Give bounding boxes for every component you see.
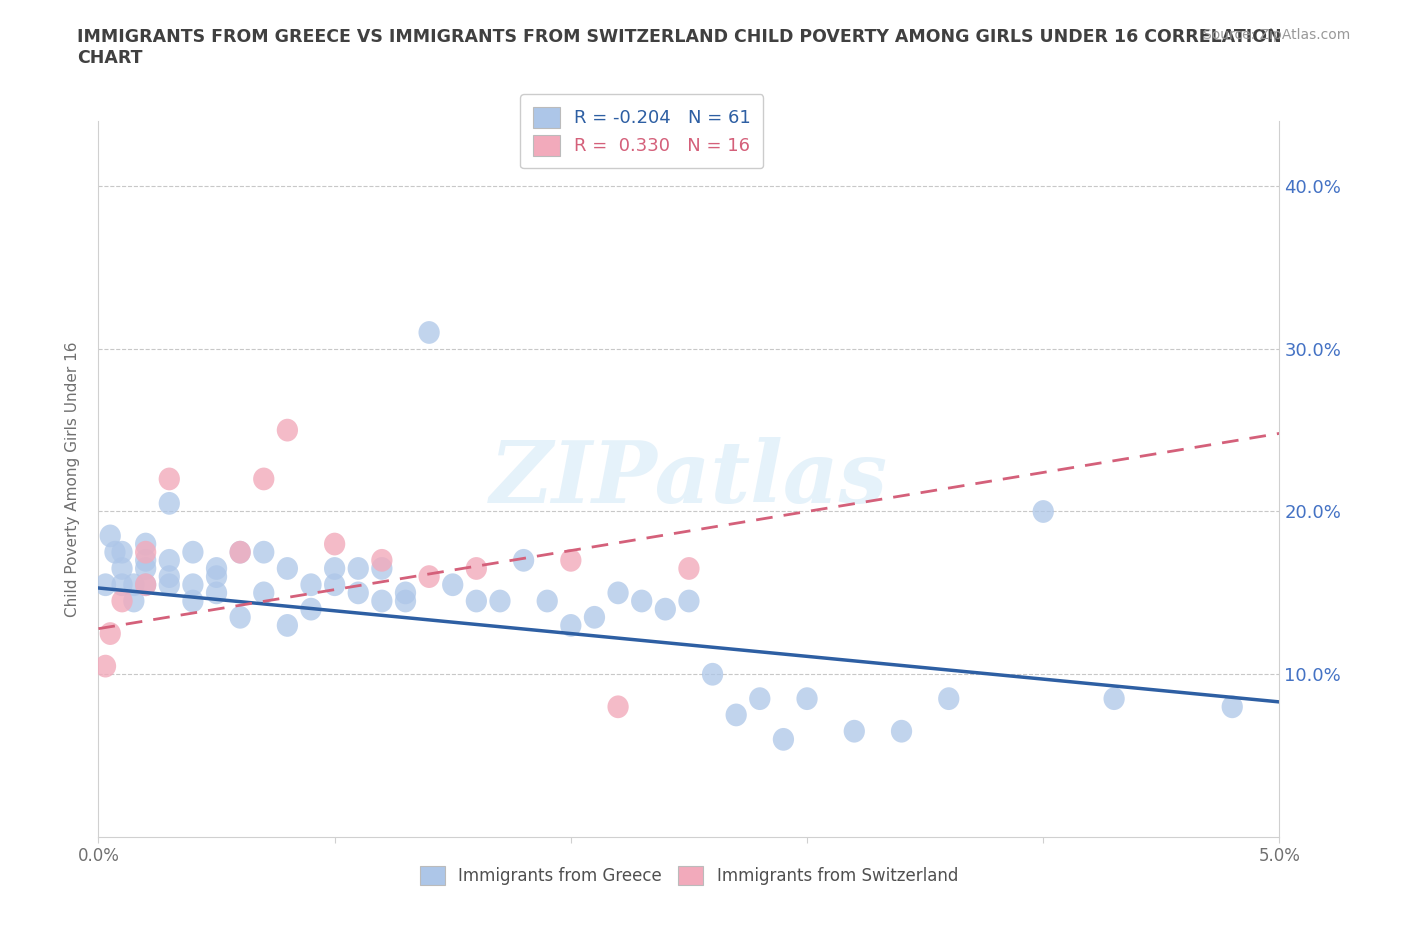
Ellipse shape (607, 581, 628, 604)
Ellipse shape (891, 720, 912, 743)
Ellipse shape (395, 590, 416, 613)
Ellipse shape (938, 687, 959, 711)
Ellipse shape (205, 557, 228, 580)
Ellipse shape (277, 614, 298, 637)
Ellipse shape (183, 541, 204, 564)
Ellipse shape (124, 590, 145, 613)
Ellipse shape (441, 573, 464, 596)
Ellipse shape (135, 549, 156, 572)
Ellipse shape (607, 696, 628, 718)
Ellipse shape (1032, 500, 1054, 523)
Legend: Immigrants from Greece, Immigrants from Switzerland: Immigrants from Greece, Immigrants from … (412, 857, 966, 893)
Ellipse shape (159, 573, 180, 596)
Ellipse shape (205, 565, 228, 588)
Ellipse shape (183, 573, 204, 596)
Ellipse shape (796, 687, 818, 711)
Ellipse shape (100, 622, 121, 645)
Ellipse shape (277, 557, 298, 580)
Ellipse shape (111, 557, 132, 580)
Ellipse shape (537, 590, 558, 613)
Ellipse shape (301, 573, 322, 596)
Ellipse shape (371, 590, 392, 613)
Ellipse shape (124, 573, 145, 596)
Ellipse shape (1222, 696, 1243, 718)
Ellipse shape (183, 590, 204, 613)
Ellipse shape (844, 720, 865, 743)
Ellipse shape (347, 557, 368, 580)
Ellipse shape (489, 590, 510, 613)
Text: IMMIGRANTS FROM GREECE VS IMMIGRANTS FROM SWITZERLAND CHILD POVERTY AMONG GIRLS : IMMIGRANTS FROM GREECE VS IMMIGRANTS FRO… (77, 28, 1282, 67)
Ellipse shape (560, 549, 582, 572)
Ellipse shape (253, 581, 274, 604)
Ellipse shape (111, 573, 132, 596)
Ellipse shape (631, 590, 652, 613)
Ellipse shape (94, 573, 117, 596)
Ellipse shape (323, 573, 346, 596)
Ellipse shape (513, 549, 534, 572)
Ellipse shape (159, 492, 180, 515)
Ellipse shape (253, 541, 274, 564)
Ellipse shape (159, 565, 180, 588)
Ellipse shape (253, 468, 274, 490)
Ellipse shape (560, 614, 582, 637)
Ellipse shape (135, 533, 156, 555)
Ellipse shape (347, 581, 368, 604)
Ellipse shape (371, 549, 392, 572)
Ellipse shape (229, 606, 250, 629)
Ellipse shape (229, 541, 250, 564)
Ellipse shape (323, 557, 346, 580)
Ellipse shape (655, 598, 676, 620)
Ellipse shape (773, 728, 794, 751)
Ellipse shape (159, 549, 180, 572)
Ellipse shape (301, 598, 322, 620)
Text: Source: ZipAtlas.com: Source: ZipAtlas.com (1202, 28, 1350, 42)
Ellipse shape (371, 557, 392, 580)
Y-axis label: Child Poverty Among Girls Under 16: Child Poverty Among Girls Under 16 (65, 341, 80, 617)
Ellipse shape (678, 557, 700, 580)
Ellipse shape (1104, 687, 1125, 711)
Ellipse shape (277, 418, 298, 442)
Ellipse shape (419, 321, 440, 344)
Ellipse shape (159, 468, 180, 490)
Ellipse shape (135, 573, 156, 596)
Ellipse shape (702, 663, 723, 685)
Text: ZIPatlas: ZIPatlas (489, 437, 889, 521)
Ellipse shape (465, 590, 486, 613)
Ellipse shape (205, 581, 228, 604)
Ellipse shape (419, 565, 440, 588)
Ellipse shape (395, 581, 416, 604)
Ellipse shape (135, 573, 156, 596)
Ellipse shape (678, 590, 700, 613)
Ellipse shape (323, 533, 346, 555)
Ellipse shape (135, 557, 156, 580)
Ellipse shape (749, 687, 770, 711)
Ellipse shape (111, 541, 132, 564)
Ellipse shape (725, 704, 747, 726)
Ellipse shape (94, 655, 117, 678)
Ellipse shape (465, 557, 486, 580)
Ellipse shape (135, 541, 156, 564)
Ellipse shape (229, 541, 250, 564)
Ellipse shape (104, 541, 125, 564)
Ellipse shape (111, 590, 132, 613)
Ellipse shape (100, 525, 121, 547)
Ellipse shape (583, 606, 605, 629)
